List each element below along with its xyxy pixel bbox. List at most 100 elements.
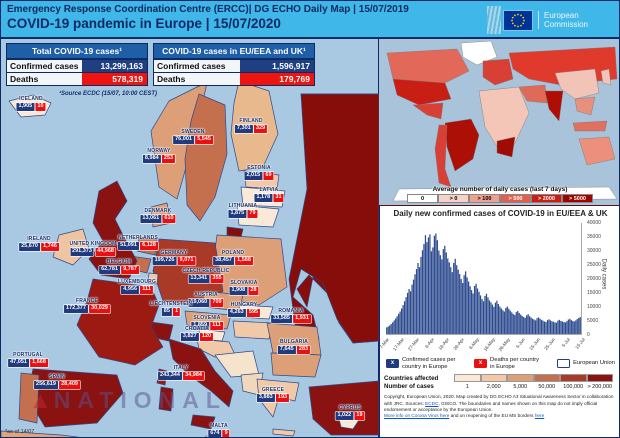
daily-cases-bar <box>396 316 398 334</box>
country-chips: 51,091 6,128 <box>118 242 158 250</box>
daily-cases-bar <box>466 277 468 334</box>
daily-cases-bar <box>447 258 449 334</box>
case-scale-value: > 200,000 <box>587 383 613 390</box>
world-legend-swatch: > 500 <box>500 194 531 203</box>
deaths-chip: 1,588 <box>235 257 253 265</box>
europe-map-panel: Total COVID-19 cases¹ Confirmed cases 13… <box>1 39 379 437</box>
daily-cases-bar <box>418 267 421 334</box>
daily-cases-bars <box>386 233 581 334</box>
deaths-value: 578,319 <box>81 73 147 85</box>
logo-text-line2: Commission <box>544 20 589 29</box>
confirmed-cases-chip: 2,015 <box>244 172 263 180</box>
corona-info-link[interactable]: More info on Corona Virus here <box>384 413 450 419</box>
deaths-chip: 44,968 <box>95 248 116 256</box>
x-tick-label: 6-May <box>468 337 481 351</box>
deaths-chip: 19 <box>354 412 365 420</box>
country-chips: 47,051 1,668 <box>8 359 48 367</box>
country-name: LIECHTENSTEIN <box>149 301 193 307</box>
daily-cases-bar <box>403 301 406 334</box>
deaths-chip: 1,746 <box>41 243 59 251</box>
world-se-asia <box>574 96 596 116</box>
country-chips: 1,022 19 <box>335 412 365 420</box>
country-shape-cyprus <box>338 416 362 430</box>
case-scale-value: 2,000 <box>486 383 501 390</box>
country-shape-crete <box>272 428 296 437</box>
y-tick-label: 35000 <box>587 234 601 240</box>
case-scale-swatch <box>560 374 587 383</box>
country-name: ITALY <box>173 365 189 371</box>
country-label-netherlands: NETHERLANDS 51,091 6,128 <box>118 235 158 250</box>
confirmed-cases-chip: 243,344 <box>158 372 182 380</box>
daily-cases-bar <box>570 320 572 334</box>
case-scale-value: 1 <box>465 383 469 390</box>
world-usa <box>392 78 452 106</box>
country-shape-malta <box>204 435 210 437</box>
daily-cases-bar <box>543 321 546 334</box>
daily-cases-bar <box>473 285 476 334</box>
watermark-text: NATIONAL <box>53 387 227 413</box>
daily-cases-bar <box>467 281 470 334</box>
country-chips: 243,344 34,984 <box>158 372 204 380</box>
confirmed-cases-chip: 76,001 <box>173 136 194 144</box>
daily-cases-bar <box>524 317 526 334</box>
y-tick-label: 20000 <box>587 276 601 282</box>
confirmed-cases-chip: 8,984 <box>142 155 161 163</box>
country-name: MALTA <box>210 423 228 429</box>
daily-cases-bar <box>485 293 488 334</box>
daily-cases-bar <box>390 324 392 334</box>
daily-cases-bar <box>444 245 446 334</box>
y-tick-label: 5000 <box>587 318 599 324</box>
source-note: ¹Source ECDC (15/07, 10:00 CEST) <box>59 91 158 97</box>
country-label-slovenia: SLOVENIA 1,859 111 <box>191 315 223 330</box>
deaths-chip: 595 <box>246 309 261 317</box>
confirmed-cases-chip: 1,875 <box>228 210 247 218</box>
borders-info-link[interactable]: here <box>534 413 545 419</box>
country-label-malta: MALTA 674 9 <box>208 423 230 437</box>
daily-cases-bar <box>546 320 549 334</box>
country-label-germany: GERMANY 199,726 9,071 <box>152 250 196 265</box>
x-tick-label: 15-Jul <box>574 337 586 350</box>
total-cases-box-title: Total COVID-19 cases¹ <box>7 44 147 59</box>
world-indonesia <box>572 120 608 132</box>
world-legend-swatch: > 5000 <box>562 194 593 203</box>
daily-cases-bar <box>450 267 452 334</box>
country-shape-ireland <box>52 228 90 266</box>
case-scale-value: 50,000 <box>538 383 556 390</box>
daily-cases-bar <box>420 256 422 334</box>
world-legend-title: Average number of daily cases (last 7 da… <box>432 186 568 193</box>
country-label-denmark: DENMARK 13,061 610 <box>140 208 176 223</box>
legend-confirmed-item: x Confirmed cases per country in Europe <box>386 357 462 370</box>
daily-cases-bar <box>487 297 489 334</box>
daily-cases-bar <box>423 244 425 334</box>
eu-cases-box-title: COVID-19 cases in EU/EEA and UK¹ <box>154 44 314 59</box>
daily-cases-bar <box>573 321 575 334</box>
deaths-chip: 28 <box>248 287 259 295</box>
header-bar: Emergency Response Coordination Centre (… <box>1 1 619 39</box>
country-shape-bosnia-serbia <box>214 350 260 378</box>
country-chips: 7,301 329 <box>234 125 268 133</box>
country-name: LATVIA <box>259 187 279 193</box>
country-label-ireland: IRELAND 25,670 1,746 <box>19 236 59 251</box>
country-label-spain: SPAIN 256,619 28,409 <box>34 374 80 389</box>
country-name: IRELAND <box>27 236 51 242</box>
country-chips: 85 1 <box>150 308 192 316</box>
country-name: UNITED KINGDOM <box>69 241 117 247</box>
daily-cases-bar <box>479 295 482 334</box>
daily-cases-bar <box>406 292 409 334</box>
daily-cases-bar <box>435 233 437 334</box>
country-name: BELGIUM <box>106 259 132 265</box>
deaths-chip: 31 <box>273 194 284 202</box>
daily-cases-bar <box>438 250 440 334</box>
country-name: SPAIN <box>49 374 65 380</box>
deaths-chip: 193 <box>275 394 290 402</box>
x-tick-label: 6-Apr <box>424 337 436 349</box>
world-legend-swatch: > 100 <box>469 194 500 203</box>
copyright-text: Copyright, European Union, 2020. Map cre… <box>384 394 617 419</box>
ecdc-link[interactable]: ECDC <box>425 400 439 406</box>
case-scale-value: 100,000 <box>563 383 584 390</box>
x-tick-label: 26-Apr <box>452 337 466 351</box>
chart-y-axis-label: Daily cases <box>600 258 607 290</box>
x-tick-label: 25-Jun <box>543 337 556 352</box>
daily-cases-bar <box>514 315 516 334</box>
daily-cases-bar <box>531 318 534 334</box>
